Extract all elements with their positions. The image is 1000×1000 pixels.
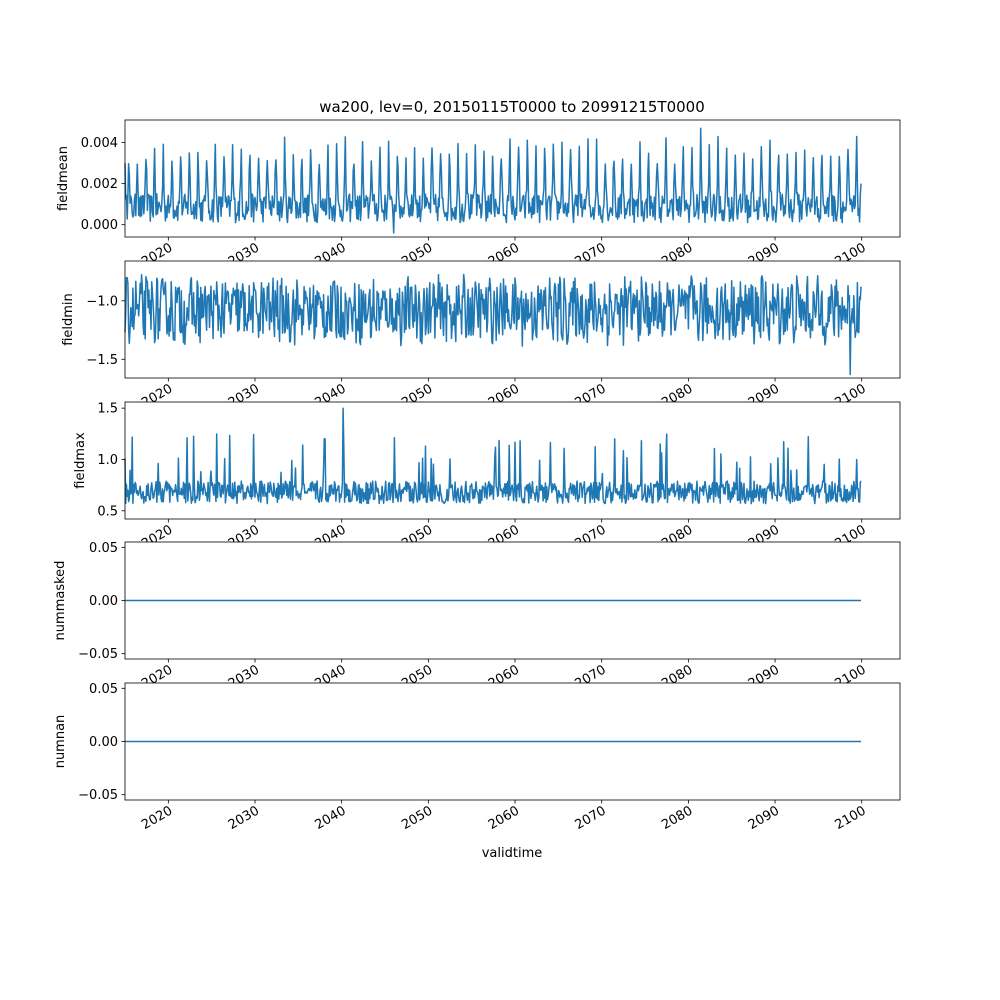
y-tick-label: 0.00 [89,594,118,609]
x-tick-label: 2020 [139,803,175,833]
y-tick-label: 0.5 [97,504,118,519]
x-tick-label: 2040 [313,803,349,833]
x-tick-label: 2100 [833,803,869,833]
x-tick-label: 2070 [573,803,609,833]
series-line-fieldmean [124,127,862,234]
y-tick-label: 0.002 [81,177,118,192]
y-tick-label: 0.05 [89,541,118,556]
y-tick-label: 0.000 [81,218,118,233]
y-tick-label: −0.05 [78,788,118,803]
y-tick-label: 0.05 [89,682,118,697]
x-tick-label: 2050 [399,803,435,833]
axes-frame [124,401,901,520]
y-tick-label: −0.05 [78,647,118,662]
x-tick-label: 2090 [746,803,782,833]
y-axis-label: fieldmax [73,432,88,489]
series-line-fieldmin [124,273,862,376]
y-tick-label: 1.5 [97,402,118,417]
y-axis-label: fieldmin [61,293,76,346]
x-tick-label: 2080 [659,803,695,833]
y-axis-label: numnan [53,715,68,769]
axes-frame [124,260,901,379]
x-axis-label: validtime [482,846,543,861]
figure-title: wa200, lev=0, 20150115T0000 to 20991215T… [319,98,705,116]
y-axis-label: fieldmean [56,146,71,211]
axes-background [125,261,900,378]
axes-frame [124,119,901,238]
subplot-stack: 0.000 0.002 0.004 fieldmean 2020 2030 2040 2050… [53,119,901,833]
x-tick-label: 2060 [486,803,522,833]
x-tick-label: 2030 [226,803,262,833]
y-tick-label: −1.0 [86,294,118,309]
subplot-numnan: −0.05 0.00 0.05 numnan 2020 2030 2040 2050 2060 2… [53,682,901,833]
y-tick-label: −1.5 [86,353,118,368]
y-tick-label: 0.00 [89,735,118,750]
y-tick-label: 1.0 [97,453,118,468]
y-tick-label: 0.004 [81,136,118,151]
y-axis-label: nummasked [53,561,68,641]
series-line-fieldmax [124,407,862,505]
